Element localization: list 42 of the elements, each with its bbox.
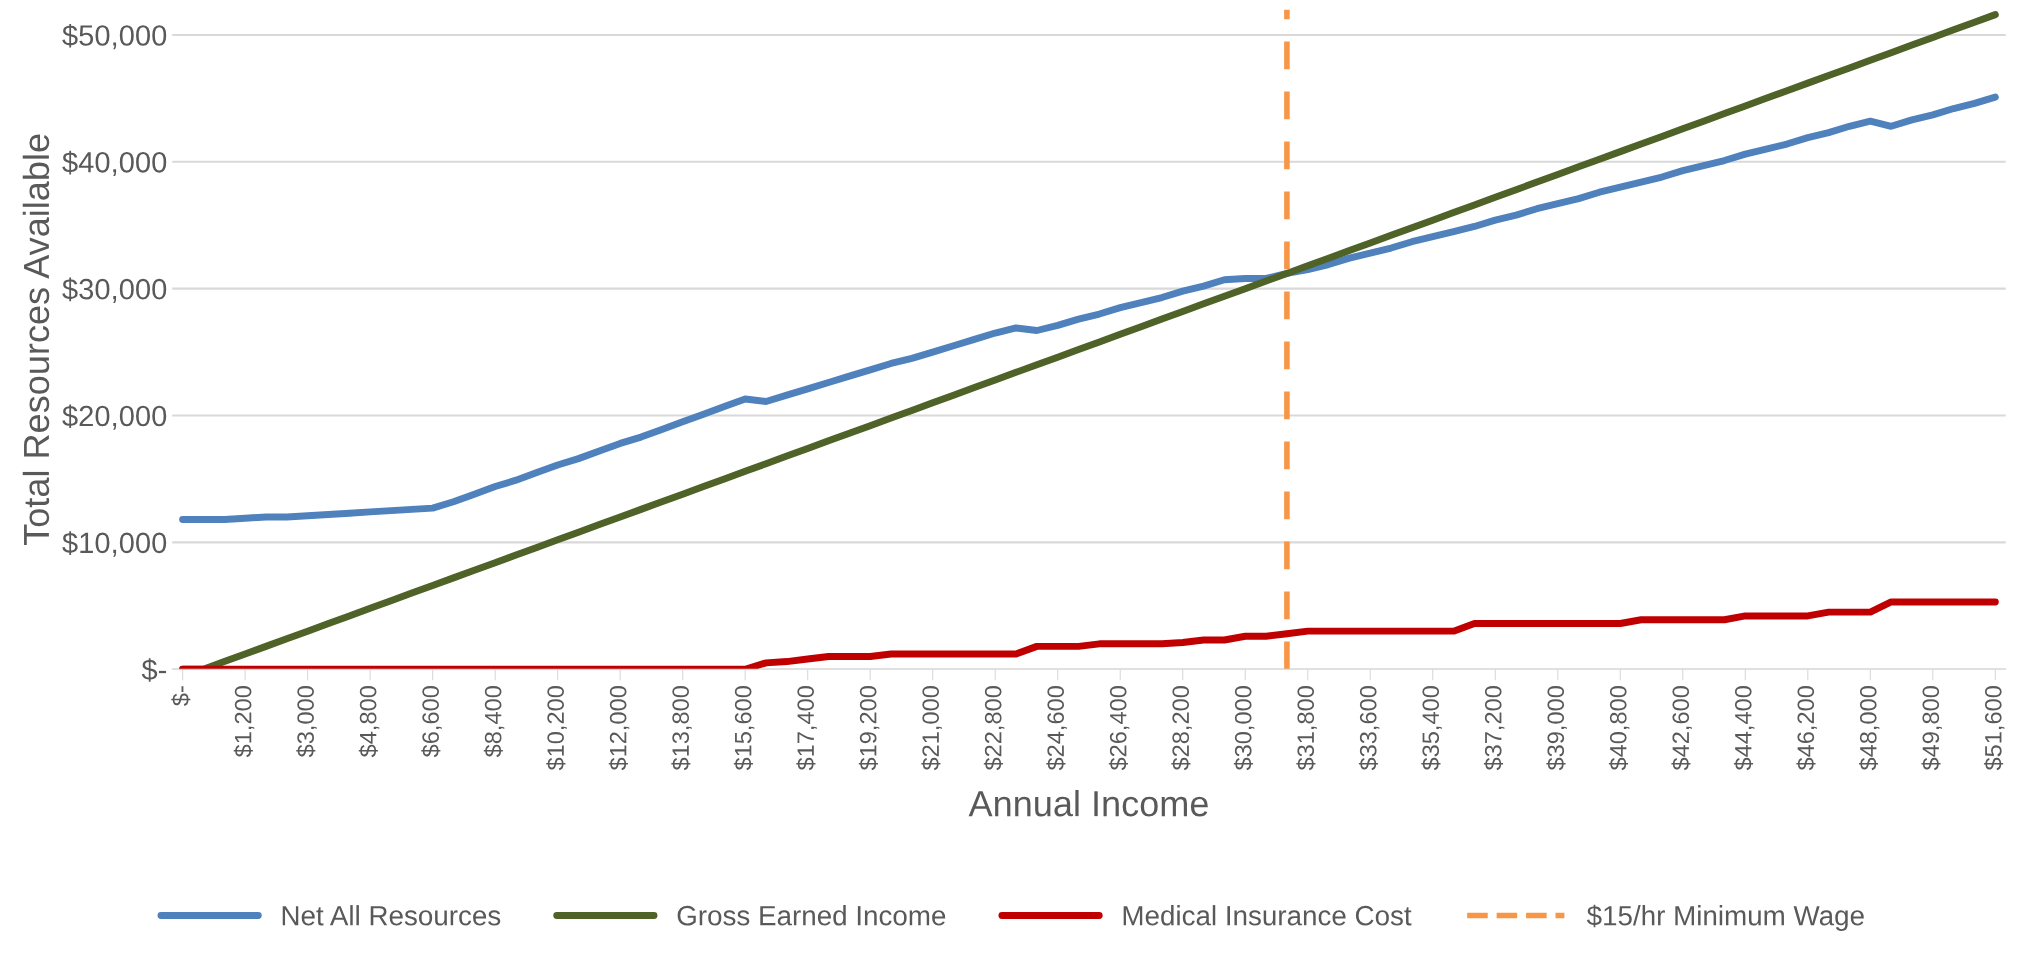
y-tick-label: $- [141, 658, 167, 682]
x-tick-label: $8,400 [483, 686, 505, 758]
x-tick-label: $4,800 [358, 686, 380, 758]
x-tick-label: $33,600 [1358, 686, 1380, 771]
x-tick-label: $40,800 [1608, 686, 1630, 771]
legend-label: Medical Insurance Cost [1123, 905, 1412, 926]
x-tick-label: $21,000 [921, 686, 942, 771]
y-tick-label: $40,000 [62, 150, 167, 177]
y-tick-label: $20,000 [62, 404, 167, 430]
x-tick-label: $39,000 [1546, 686, 1567, 771]
x-tick-label: $28,200 [1171, 686, 1192, 771]
text: $15/hr Minimum Wage [1586, 904, 1864, 931]
x-tick-label: $12,000 [608, 686, 630, 771]
x-tick-label: $26,400 [1108, 686, 1130, 771]
x-tick-label: $22,800 [983, 686, 1005, 771]
x-tick-label: $49,800 [1921, 686, 1942, 771]
x-tick-label: $42,600 [1671, 686, 1692, 771]
x-axis-title: Annual Income [968, 789, 1208, 817]
x-tick-label: $6,600 [421, 686, 442, 758]
x-tick-label: $24,600 [1046, 686, 1067, 771]
y-tick-label: $50,000 [62, 23, 167, 50]
y-tick-label: $10,000 [62, 531, 167, 557]
legend-label: Net All Resources [282, 905, 501, 926]
x-tick-label: $30,000 [1233, 686, 1255, 771]
y-axis-title: Total Resources Available [22, 134, 50, 545]
x-tick-label: $44,400 [1733, 686, 1755, 771]
x-tick-label: $- [171, 686, 191, 706]
x-tick-label: $3,000 [296, 686, 317, 758]
x-tick-label: $35,400 [1421, 686, 1442, 771]
x-tick-label: $13,800 [671, 686, 692, 771]
x-tick-label: $19,200 [858, 686, 880, 771]
x-tick-label: $46,200 [1796, 686, 1817, 771]
x-tick-label: $17,400 [796, 686, 817, 771]
x-tick-label: $37,200 [1483, 686, 1505, 771]
x-tick-label: $1,200 [233, 686, 255, 758]
x-tick-label: $48,000 [1858, 686, 1880, 771]
x-tick-label: $10,200 [546, 686, 567, 771]
x-tick-label: $51,600 [1983, 686, 2005, 771]
y-tick-label: $30,000 [62, 277, 167, 303]
legend-label: Gross Earned Income [677, 905, 946, 926]
x-tick-label: $15,600 [733, 686, 755, 771]
x-tick-label: $31,800 [1296, 686, 1317, 771]
